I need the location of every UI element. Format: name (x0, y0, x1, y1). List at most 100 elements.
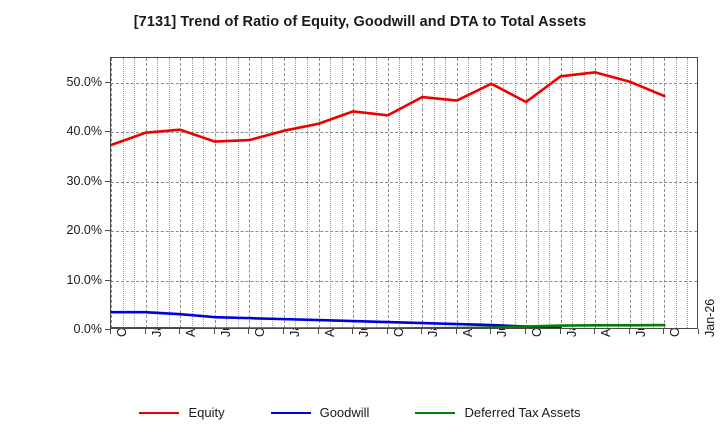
x-axis-tick-mark (248, 329, 250, 334)
gridline-vertical (226, 58, 228, 328)
series-line-equity (111, 71, 666, 147)
series-lines (111, 71, 666, 328)
gridline-vertical (445, 58, 447, 328)
legend-label: Equity (188, 405, 225, 420)
gridline-horizontal (111, 181, 697, 183)
x-axis-tick-mark (698, 329, 699, 334)
gridline-vertical (249, 58, 251, 328)
legend-label: Deferred Tax Assets (464, 405, 581, 420)
gridline-vertical (549, 58, 551, 328)
x-axis-tick-mark (110, 329, 111, 334)
gridline-vertical (629, 58, 631, 328)
gridline-vertical (595, 58, 597, 328)
legend-line-icon (270, 411, 311, 414)
y-axis-tick-mark (105, 230, 110, 232)
gridline-vertical (353, 58, 355, 328)
gridline-vertical (272, 58, 274, 328)
x-axis-tick-mark (628, 329, 630, 334)
gridline-vertical (503, 58, 504, 328)
gridline-horizontal (111, 280, 697, 282)
gridline-vertical (560, 58, 562, 328)
gridline-vertical (606, 58, 608, 328)
gridline-vertical (618, 58, 620, 328)
y-axis-tick-mark (105, 279, 110, 281)
x-axis-tick-mark (386, 329, 388, 334)
gridline-vertical (399, 58, 401, 328)
gridline-horizontal (111, 82, 697, 84)
y-axis-tick-mark (105, 131, 110, 133)
x-axis-tick-mark (490, 329, 492, 334)
x-axis-tick-mark (352, 329, 354, 334)
gridline-vertical (214, 58, 216, 328)
legend: Equity Goodwill Deferred Tax Assets (0, 405, 720, 420)
gridline-vertical (479, 58, 481, 328)
gridline-vertical (364, 58, 366, 328)
legend-item[interactable]: Deferred Tax Assets (415, 405, 581, 420)
gridline-vertical (330, 58, 332, 328)
gridline-vertical (641, 58, 643, 328)
gridline-horizontal (111, 132, 697, 134)
plot-area (110, 57, 698, 329)
y-axis-tick-label: 50.0% (66, 74, 102, 89)
gridline-vertical (111, 58, 112, 328)
x-axis-tick-mark (525, 329, 527, 334)
y-axis-tick-label: 20.0% (66, 223, 102, 238)
gridline-vertical (341, 58, 343, 328)
gridline-vertical (687, 58, 689, 328)
gridline-vertical (295, 58, 297, 328)
y-axis-tick-label: 30.0% (66, 173, 102, 188)
x-axis-tick-mark (559, 329, 561, 334)
x-axis-tick-mark (213, 329, 215, 334)
gridline-vertical (387, 58, 389, 328)
x-axis-tick-mark (317, 329, 319, 334)
y-axis-tick-label: 40.0% (66, 124, 102, 139)
y-axis-tick-mark (105, 81, 110, 83)
gridline-vertical (180, 58, 182, 328)
gridline-vertical (410, 58, 412, 328)
x-axis-tick-mark (594, 329, 596, 334)
gridline-vertical (664, 58, 666, 328)
gridline-horizontal (111, 231, 697, 233)
page-title: [7131] Trend of Ratio of Equity, Goodwil… (133, 14, 587, 30)
gridline-vertical (134, 58, 136, 328)
gridline-vertical (526, 58, 528, 328)
x-axis-tick-mark (421, 329, 423, 334)
gridline-vertical (307, 58, 308, 328)
y-axis-tick-mark (105, 180, 110, 182)
gridline-vertical (537, 58, 539, 328)
gridline-vertical (675, 58, 677, 328)
x-axis-tick-mark (455, 329, 457, 334)
gridline-vertical (433, 58, 435, 328)
gridline-vertical (468, 58, 470, 328)
y-axis-tick-label: 0.0% (73, 322, 103, 336)
x-axis-tick-label: Jan-26 (703, 298, 717, 337)
gridline-vertical (203, 58, 205, 328)
gridline-vertical (145, 58, 147, 328)
y-axis-tick-label: 10.0% (66, 272, 102, 287)
legend-item[interactable]: Goodwill (270, 405, 369, 420)
gridline-vertical (122, 58, 124, 328)
gridline-vertical (583, 58, 585, 328)
x-axis-tick-mark (179, 329, 181, 334)
gridline-vertical (422, 58, 424, 328)
legend-line-icon (139, 411, 180, 414)
gridline-vertical (191, 58, 193, 328)
gridline-vertical (283, 58, 285, 328)
gridline-vertical (376, 58, 378, 328)
gridline-vertical (572, 58, 574, 328)
gridline-vertical (491, 58, 493, 328)
gridline-vertical (318, 58, 320, 328)
gridline-vertical (260, 58, 262, 328)
series-line-deferred-tax-assets (111, 323, 666, 328)
gridline-vertical (652, 58, 654, 328)
x-axis-tick-mark (282, 329, 284, 334)
legend-item[interactable]: Equity (139, 405, 225, 420)
gridline-vertical (514, 58, 516, 328)
x-axis-tick-mark (663, 329, 665, 334)
gridline-vertical (237, 58, 239, 328)
gridline-vertical (157, 58, 159, 328)
y-axis-tick-mark (105, 329, 110, 330)
gridline-vertical (456, 58, 458, 328)
gridline-vertical (168, 58, 170, 328)
